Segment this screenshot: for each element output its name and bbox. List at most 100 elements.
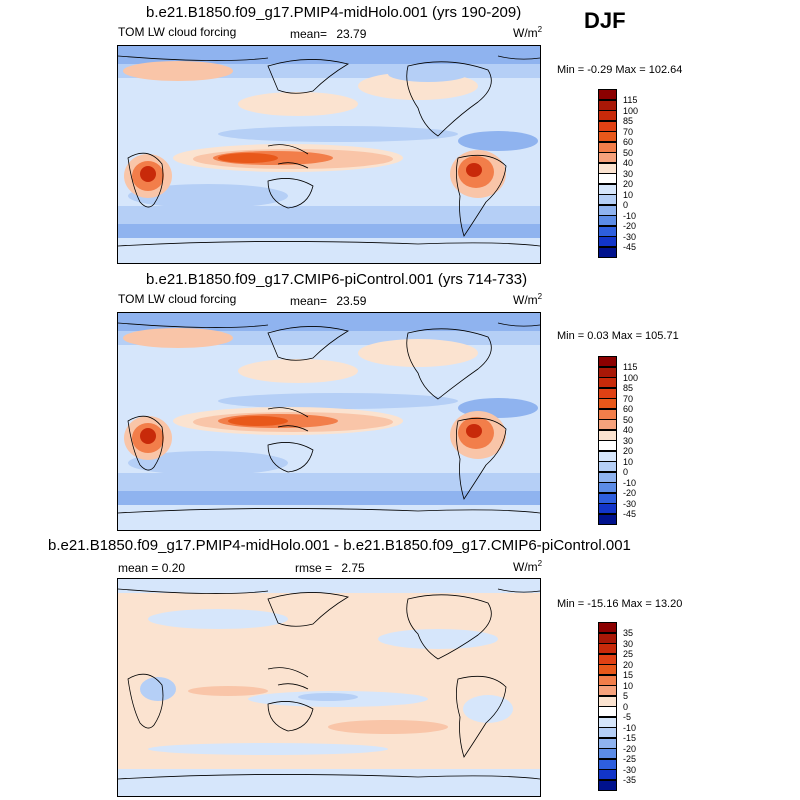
panel3-minmax: Min = -15.16 Max = 13.20 — [557, 598, 683, 610]
panel2-colorbar-box — [598, 461, 617, 472]
panel3-colorbar-box — [598, 643, 617, 654]
panel3-colorbar-box — [598, 653, 617, 665]
panel2-colorbar: 115 100 85 70 60 50 40 30 20 10 0 -10 -2… — [598, 356, 658, 526]
panel3-colorbar-box — [598, 685, 617, 696]
panel1-colorbar-tick: 60 — [623, 137, 634, 147]
panel1-colorbar-box — [598, 225, 617, 237]
panel2-mean-label: mean= — [290, 294, 328, 308]
panel3-colorbar-box — [598, 737, 617, 749]
panel2-minmax: Min = 0.03 Max = 105.71 — [557, 330, 679, 342]
panel1-colorbar-tick: 40 — [623, 158, 634, 168]
panel2-colorbar-box — [598, 398, 617, 409]
panel1-colorbar-box — [598, 236, 617, 247]
panel1-colorbar-tick: -30 — [623, 231, 637, 242]
panel1-colorbar-tick: 10 — [623, 189, 634, 200]
panel1-mean-label: mean= — [290, 27, 328, 41]
panel3-colorbar-tick: -10 — [623, 722, 637, 733]
panel2-colorbar-tick: -45 — [623, 509, 637, 519]
panel1-mean-value: 23.79 — [336, 27, 367, 41]
panel1-map — [117, 45, 541, 264]
panel2-colorbar-box — [598, 450, 617, 462]
panel3-colorbar-box — [598, 748, 617, 759]
panel3-colorbar-tick: 25 — [623, 649, 634, 659]
panel2-mean-value: 23.59 — [336, 294, 367, 308]
panel1-colorbar-tick: 100 — [623, 105, 639, 116]
panel1-colorbar-tick: -10 — [623, 210, 637, 221]
panel2-units: W/m — [513, 293, 538, 307]
panel2-colorbar-box — [598, 408, 617, 420]
panel3-colorbar-tick: -20 — [623, 743, 637, 754]
panel2-colorbar-tick: 0 — [623, 467, 629, 477]
panel3-colorbar-tick: -35 — [623, 775, 637, 785]
panel3-colorbar-box — [598, 758, 617, 770]
panel1-colorbar-box — [598, 131, 617, 142]
panel2-colorbar-box — [598, 513, 617, 525]
panel2-colorbar-box — [598, 503, 617, 514]
panel2-colorbar-box — [598, 366, 617, 378]
panel2-colorbar-tick: 85 — [623, 383, 634, 393]
panel1-colorbar-box — [598, 162, 617, 174]
panel2-colorbar-tick: 30 — [623, 435, 634, 446]
panel1-colorbar-box — [598, 99, 617, 111]
panel1-colorbar-tick: 20 — [623, 179, 634, 189]
panel1-colorbar-box — [598, 246, 617, 258]
panel3-mean-label: mean = 0.20 — [118, 561, 186, 575]
panel1-colorbar-tick: 50 — [623, 147, 634, 158]
panel1-units: W/m — [513, 26, 538, 40]
panel2-variable-label: TOM LW cloud forcing — [118, 292, 237, 306]
panel1-colorbar-box — [598, 173, 617, 184]
panel1-colorbar-tick: 115 — [623, 95, 638, 105]
panel2-colorbar-tick: 60 — [623, 404, 634, 414]
panel1-colorbar-box — [598, 120, 617, 132]
panel3-colorbar-tick: 35 — [623, 628, 634, 638]
panel3-title: b.e21.B1850.f09_g17.PMIP4-midHolo.001 - … — [48, 537, 631, 554]
panel3-colorbar-tick: 0 — [623, 701, 629, 712]
panel1-colorbar-box — [598, 110, 617, 121]
panel2-colorbar-tick: -20 — [623, 488, 637, 498]
panel2-colorbar-tick: 10 — [623, 456, 634, 467]
panel3-colorbar-tick: 20 — [623, 659, 634, 670]
panel1-units-sup: 2 — [537, 25, 543, 34]
panel2-colorbar-box — [598, 387, 617, 399]
panel2-colorbar-box — [598, 482, 617, 493]
panel3-colorbar-box — [598, 706, 617, 717]
panel3-rmse-value: 2.75 — [341, 561, 365, 575]
panel1-colorbar-box — [598, 204, 617, 216]
panel2-colorbar-tick: 70 — [623, 393, 634, 404]
panel1-colorbar-tick: -45 — [623, 242, 637, 252]
panel2-colorbar-box — [598, 419, 617, 430]
panel2-colorbar-tick: 100 — [623, 372, 639, 383]
panel2-colorbar-tick: -10 — [623, 477, 637, 488]
panel3-colorbar-box — [598, 674, 617, 686]
panel2-colorbar-box — [598, 377, 617, 388]
panel3-colorbar-box — [598, 622, 617, 633]
panel1-colorbar-box — [598, 141, 617, 153]
panel3-colorbar-tick: 15 — [623, 670, 634, 680]
panel2-colorbar-box — [598, 492, 617, 504]
panel3-map — [117, 578, 541, 797]
panel3-colorbar-tick: -30 — [623, 764, 637, 775]
panel1-colorbar-tick: -20 — [623, 221, 637, 231]
panel1-colorbar-box — [598, 215, 617, 226]
panel1-colorbar-box — [598, 194, 617, 205]
panel3-units: W/m — [513, 560, 538, 574]
panel3-colorbar-box — [598, 664, 617, 675]
panel2-map — [117, 312, 541, 531]
panel1-variable-label: TOM LW cloud forcing — [118, 25, 237, 39]
panel1-colorbar-tick: 70 — [623, 126, 634, 137]
season-label: DJF — [584, 8, 626, 33]
panel3-colorbar-box — [598, 769, 617, 780]
panel1-title: b.e21.B1850.f09_g17.PMIP4-midHolo.001 (y… — [146, 4, 522, 21]
panel2-colorbar-box — [598, 440, 617, 451]
panel1-colorbar: 115 100 85 70 60 50 40 30 20 10 0 -10 -2… — [598, 89, 658, 259]
panel3-colorbar-box — [598, 727, 617, 738]
panel2-colorbar-tick: 50 — [623, 414, 634, 425]
panel1-colorbar-box — [598, 152, 617, 163]
panel3-colorbar-box — [598, 695, 617, 707]
panel2-colorbar-box — [598, 429, 617, 441]
panel3-colorbar-tick: 5 — [623, 691, 629, 701]
panel2-title: b.e21.B1850.f09_g17.CMIP6-piControl.001 … — [146, 271, 528, 288]
panel2-colorbar-box — [598, 356, 617, 367]
panel3-units-sup: 2 — [537, 559, 543, 568]
panel1-minmax: Min = -0.29 Max = 102.64 — [557, 64, 683, 76]
